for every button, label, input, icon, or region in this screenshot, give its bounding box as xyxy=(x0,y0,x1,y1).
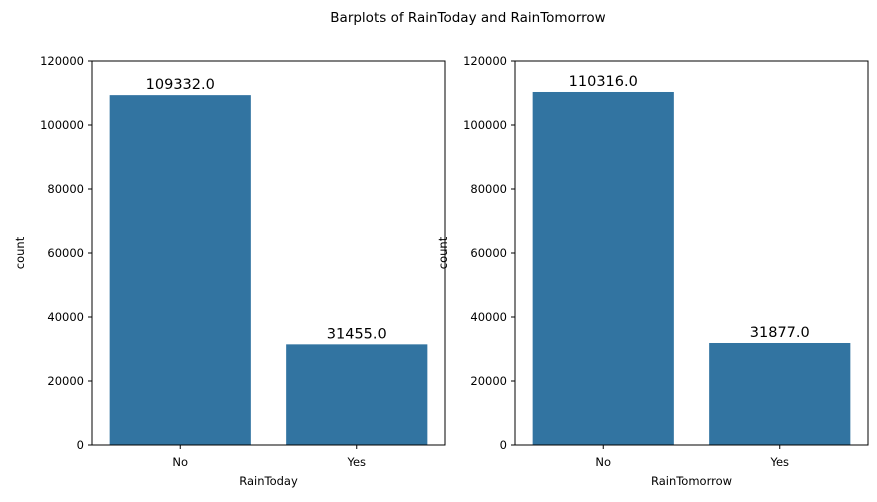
y-tick-label: 20000 xyxy=(470,374,507,388)
y-tick-label: 40000 xyxy=(470,310,507,324)
bar-yes xyxy=(286,344,428,445)
axes-frame xyxy=(514,60,869,446)
x-tick-label: Yes xyxy=(769,455,789,469)
y-axis-label: count xyxy=(13,236,27,269)
x-tick-label: Yes xyxy=(346,455,366,469)
y-tick-label: 80000 xyxy=(470,182,507,196)
chart-raintoday: 109332.0 No 31455.0 Yes 0 20000 40000 60000 8000… xyxy=(13,54,446,488)
y-tick-label: 0 xyxy=(500,438,507,452)
y-tick-label: 100000 xyxy=(463,118,507,132)
y-tick-label: 0 xyxy=(77,438,84,452)
x-axis-label: RainToday xyxy=(239,474,298,488)
axes-frame xyxy=(91,60,446,446)
y-axis-label: count xyxy=(436,236,450,269)
bar-no xyxy=(109,95,251,445)
bar-value-label: 31877.0 xyxy=(750,325,810,341)
x-axis-label: RainTomorrow xyxy=(651,474,732,488)
y-tick-label: 60000 xyxy=(47,246,84,260)
bar-value-label: 110316.0 xyxy=(569,74,638,90)
bar-value-label: 109332.0 xyxy=(146,77,215,93)
bar-yes xyxy=(709,342,851,445)
y-tick-label: 80000 xyxy=(47,182,84,196)
y-tick-label: 40000 xyxy=(47,310,84,324)
bar-value-label: 31455.0 xyxy=(327,326,387,342)
chart-raintomorrow: 110316.0 No 31877.0 Yes 0 20000 40000 60000 8000… xyxy=(436,54,869,488)
y-tick-label: 20000 xyxy=(47,374,84,388)
y-tick-label: 120000 xyxy=(463,54,507,68)
y-tick-label: 100000 xyxy=(40,118,84,132)
figure-suptitle: Barplots of RainToday and RainTomorrow xyxy=(330,10,605,26)
y-tick-label: 120000 xyxy=(40,54,84,68)
bar-no xyxy=(532,91,674,445)
y-tick-label: 60000 xyxy=(470,246,507,260)
x-tick-label: No xyxy=(595,455,611,469)
x-tick-label: No xyxy=(172,455,188,469)
